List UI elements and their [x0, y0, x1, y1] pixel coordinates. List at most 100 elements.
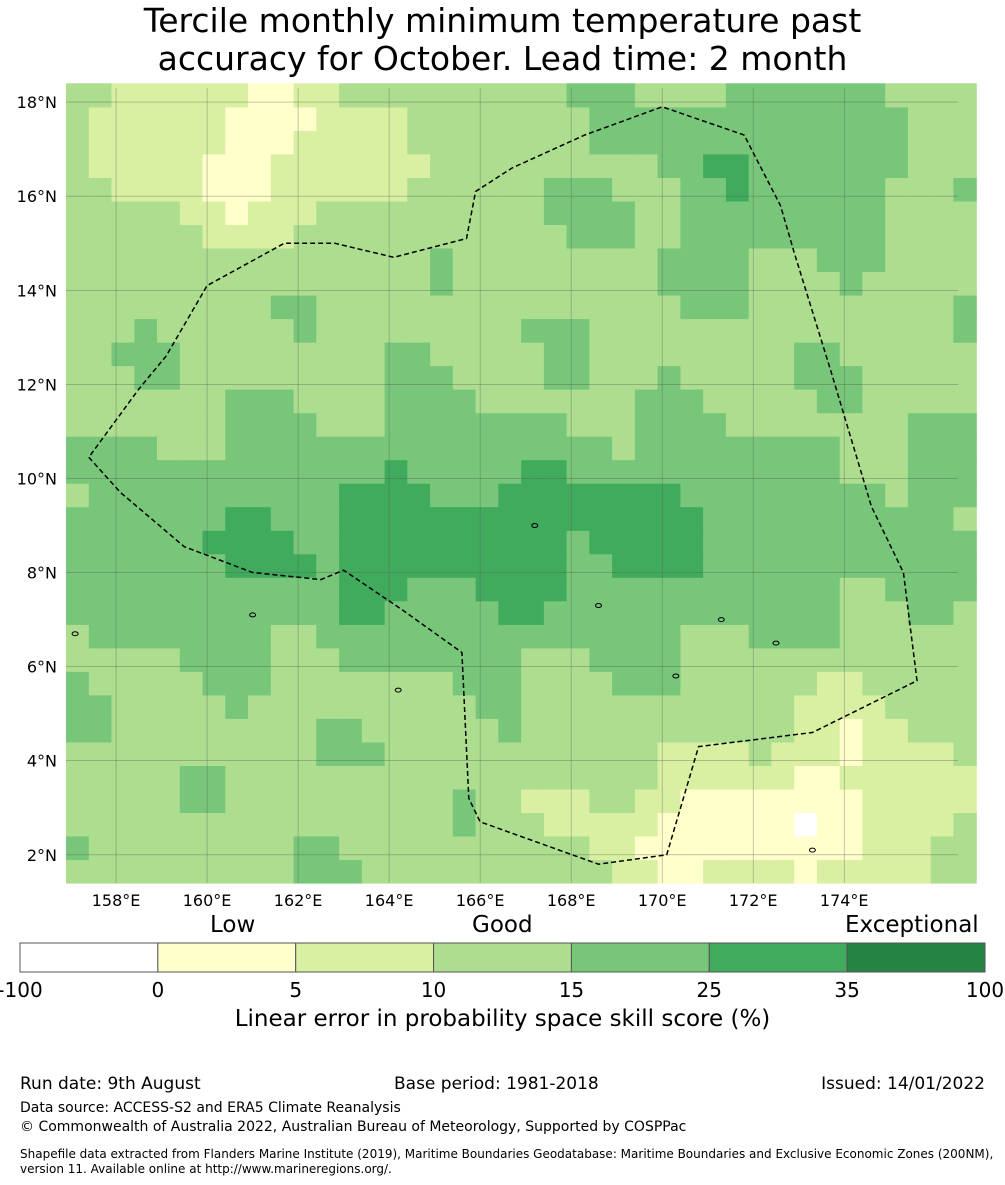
skill-cell	[953, 765, 977, 790]
skill-cell	[111, 506, 135, 531]
skill-cell	[111, 530, 135, 555]
skill-cell	[339, 177, 363, 202]
skill-cell	[430, 436, 454, 461]
skill-cell	[202, 106, 226, 131]
skill-cell	[839, 365, 864, 390]
skill-cell	[111, 106, 135, 131]
skill-cell	[748, 647, 773, 672]
skill-cell	[339, 483, 363, 508]
skill-cell	[885, 483, 909, 508]
skill-cell	[430, 765, 454, 790]
skill-cell	[430, 83, 454, 108]
skill-cell	[452, 153, 477, 178]
skill-cell	[930, 459, 955, 484]
skill-cell	[475, 600, 499, 625]
skill-cell	[475, 859, 499, 884]
skill-cell	[475, 553, 499, 578]
skill-cell	[930, 788, 955, 813]
skill-cell	[839, 647, 864, 672]
skill-cell	[657, 741, 681, 766]
skill-cell	[794, 624, 818, 649]
skill-cell	[157, 553, 181, 578]
skill-cell	[634, 224, 659, 249]
skill-cell	[407, 318, 431, 343]
skill-cell	[88, 600, 113, 625]
skill-cell	[179, 295, 204, 320]
skill-cell	[316, 224, 340, 249]
skill-cell	[566, 577, 590, 602]
skill-cell	[703, 318, 727, 343]
skill-cell	[907, 741, 932, 766]
island-coastlines	[71, 523, 816, 853]
skill-cell	[725, 153, 750, 178]
skill-cell	[839, 177, 864, 202]
skill-cell	[407, 177, 431, 202]
colorbar-bin	[708, 942, 848, 973]
skill-cell	[634, 247, 659, 272]
skill-cell	[839, 200, 864, 225]
skill-cell	[225, 130, 249, 155]
skill-cell	[953, 553, 977, 578]
skill-cell	[725, 365, 750, 390]
skill-cell	[475, 200, 499, 225]
lon-tick-label: 170°E	[638, 891, 687, 910]
skill-cell	[839, 83, 864, 108]
skill-cell	[293, 318, 317, 343]
legend-word-low: Low	[210, 912, 256, 938]
skill-cell	[452, 83, 477, 108]
skill-cell	[566, 177, 590, 202]
skill-cell	[430, 247, 454, 272]
skill-cell	[907, 671, 932, 696]
skill-cell	[680, 718, 704, 743]
skill-cell	[475, 247, 499, 272]
skill-cell	[407, 600, 431, 625]
skill-cell	[771, 765, 795, 790]
skill-cell	[543, 741, 568, 766]
skill-cell	[179, 577, 204, 602]
skill-cell	[270, 671, 295, 696]
skill-cell	[885, 436, 909, 461]
skill-cell	[225, 788, 249, 813]
skill-cell	[498, 694, 522, 719]
skill-cell	[270, 741, 295, 766]
skill-cell	[794, 200, 818, 225]
skill-cell	[794, 295, 818, 320]
skill-cell	[748, 600, 773, 625]
legend-word-good: Good	[472, 912, 533, 938]
skill-cell	[885, 694, 909, 719]
skill-cell	[384, 483, 408, 508]
skill-cell	[430, 271, 454, 296]
skill-cell	[498, 83, 522, 108]
skill-cell	[748, 106, 773, 131]
skill-cell	[202, 83, 226, 108]
skill-cell	[475, 130, 499, 155]
skill-cell	[361, 295, 386, 320]
skill-cell	[475, 459, 499, 484]
skill-cell	[316, 295, 340, 320]
skill-cell	[179, 765, 204, 790]
skill-cell	[657, 106, 681, 131]
skill-cell	[202, 271, 226, 296]
skill-cell	[816, 295, 841, 320]
skill-cell	[316, 553, 340, 578]
skill-cell	[498, 647, 522, 672]
skill-cell	[452, 342, 477, 367]
skill-cell	[907, 318, 932, 343]
skill-cell	[748, 624, 773, 649]
skill-cell	[293, 459, 317, 484]
skill-cell	[703, 553, 727, 578]
skill-cell	[589, 530, 613, 555]
skill-cell	[862, 177, 886, 202]
skill-cell	[498, 788, 522, 813]
skill-cell	[748, 389, 773, 414]
skill-cell	[839, 412, 864, 437]
skill-cell	[839, 295, 864, 320]
skill-cell	[202, 224, 226, 249]
skill-cell	[703, 530, 727, 555]
skill-cell	[725, 718, 750, 743]
skill-cell	[703, 106, 727, 131]
skill-cell	[566, 553, 590, 578]
skill-cell	[657, 812, 681, 837]
skill-cell	[725, 83, 750, 108]
skill-cell	[225, 177, 249, 202]
